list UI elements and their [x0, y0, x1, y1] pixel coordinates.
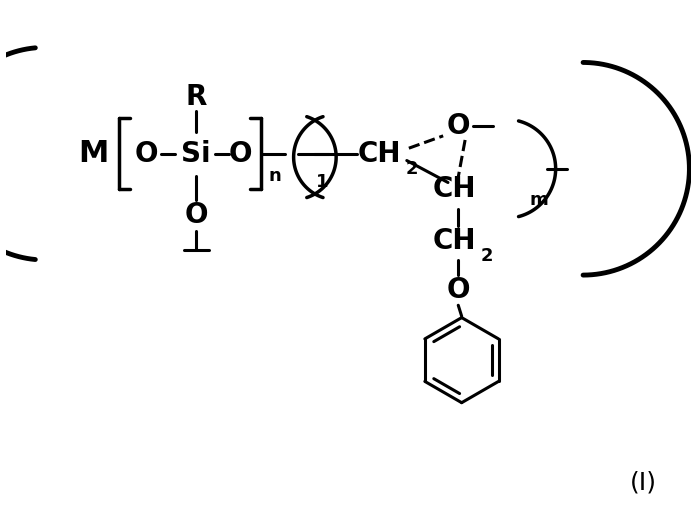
Text: O: O — [447, 276, 470, 304]
Text: O: O — [447, 112, 470, 140]
Text: 2: 2 — [406, 160, 418, 178]
Text: M: M — [78, 139, 109, 168]
Text: CH: CH — [433, 175, 477, 203]
Text: R: R — [185, 83, 207, 111]
Text: 1: 1 — [316, 174, 329, 191]
Text: CH: CH — [358, 140, 401, 167]
Text: Si: Si — [181, 140, 211, 167]
Text: (I): (I) — [630, 471, 657, 495]
Text: CH: CH — [433, 227, 477, 255]
Text: O: O — [185, 201, 208, 229]
Text: n: n — [268, 166, 281, 185]
Text: O: O — [135, 140, 158, 167]
Text: 2: 2 — [481, 247, 493, 265]
Text: m: m — [530, 191, 549, 210]
Text: O: O — [229, 140, 252, 167]
